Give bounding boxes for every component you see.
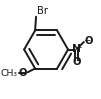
Text: +: + [75, 43, 82, 52]
Text: N: N [72, 44, 81, 54]
Text: Br: Br [37, 6, 48, 16]
Text: O: O [85, 36, 93, 46]
Text: O: O [18, 68, 27, 78]
Text: −: − [83, 35, 91, 44]
Text: O: O [72, 57, 80, 67]
Text: CH₃: CH₃ [0, 69, 17, 78]
